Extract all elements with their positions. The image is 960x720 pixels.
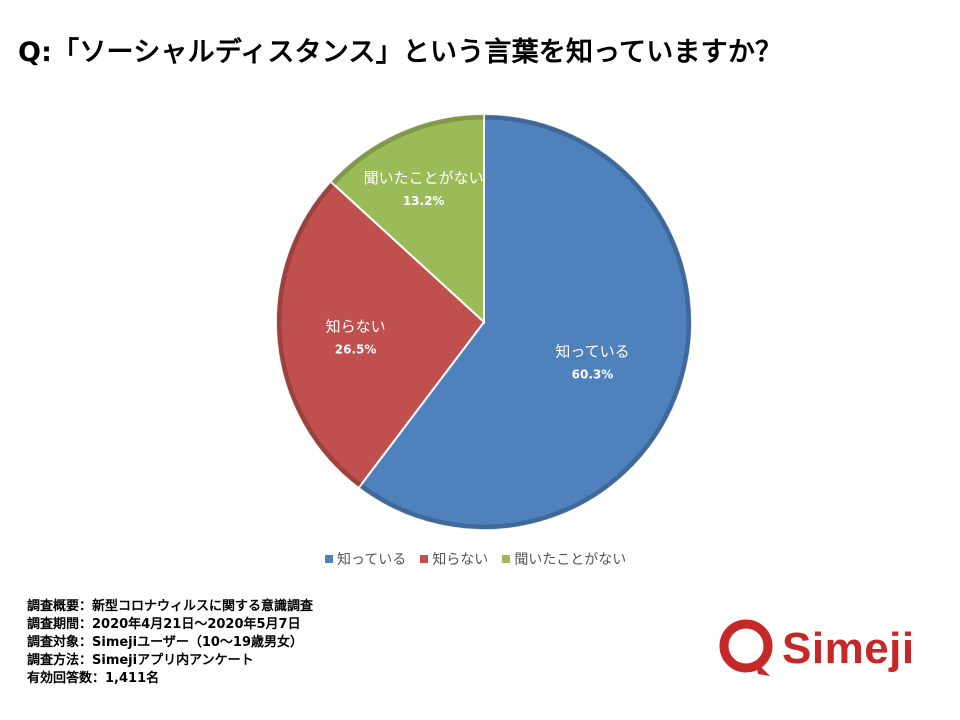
note-valid-responses: 有効回答数：1,411名 xyxy=(27,671,160,686)
note-survey-target: 調査対象：Simejiユーザー（10～19歳男女） xyxy=(27,635,304,650)
legend-label-unknown: 知らない xyxy=(432,552,489,568)
note-survey-method: 調査方法：Simejiアプリ内アンケート xyxy=(27,653,254,668)
pie-slice-rim-unknown xyxy=(276,181,362,488)
pie-slice-rim-known xyxy=(358,114,692,530)
note-survey-period: 調査期間：2020年4月21日～2020年5月7日 xyxy=(27,617,301,632)
survey-notes: 調査概要：新型コロナウィルスに関する意識調査 調査期間：2020年4月21日～2… xyxy=(27,598,313,688)
pie-slice-known xyxy=(357,112,693,531)
slice-label-known: 知っている xyxy=(555,342,629,360)
speech-bubble-icon xyxy=(719,619,773,676)
slice-value-known: 60.3% xyxy=(572,367,614,381)
logo-text: Simeji xyxy=(782,624,915,673)
slice-value-unknown: 26.5% xyxy=(335,343,377,357)
slice-label-unknown: 知らない xyxy=(326,318,386,336)
slice-value-never-heard: 13.2% xyxy=(403,194,445,208)
legend-swatch-known xyxy=(325,555,333,563)
pie-slice-rim-never-heard xyxy=(330,114,485,186)
chart-legend: 知っている 知らない 聞いたことがない xyxy=(325,549,626,569)
legend-swatch-never-heard xyxy=(502,555,511,563)
pie-chart: 知っている 60.3% 知らない 26.5% 聞いたことがない 13.2% xyxy=(275,112,693,531)
legend-item-unknown: 知らない xyxy=(420,549,488,569)
slice-label-never-heard: 聞いたことがない xyxy=(364,169,484,187)
pie-slice-never-heard xyxy=(329,112,485,325)
pie-slice-unknown xyxy=(275,180,486,490)
legend-label-known: 知っている xyxy=(337,552,407,568)
simeji-logo: Simeji xyxy=(718,618,915,680)
page-title: Q:「ソーシャルディスタンス」という言葉を知っていますか？ xyxy=(18,37,783,68)
legend-item-known: 知っている xyxy=(325,549,406,569)
legend-label-never-heard: 聞いたことがない xyxy=(514,552,627,568)
note-survey-overview: 調査概要：新型コロナウィルスに関する意識調査 xyxy=(27,599,314,614)
legend-item-never-heard: 聞いたことがない xyxy=(502,549,626,569)
legend-swatch-unknown xyxy=(420,555,429,563)
